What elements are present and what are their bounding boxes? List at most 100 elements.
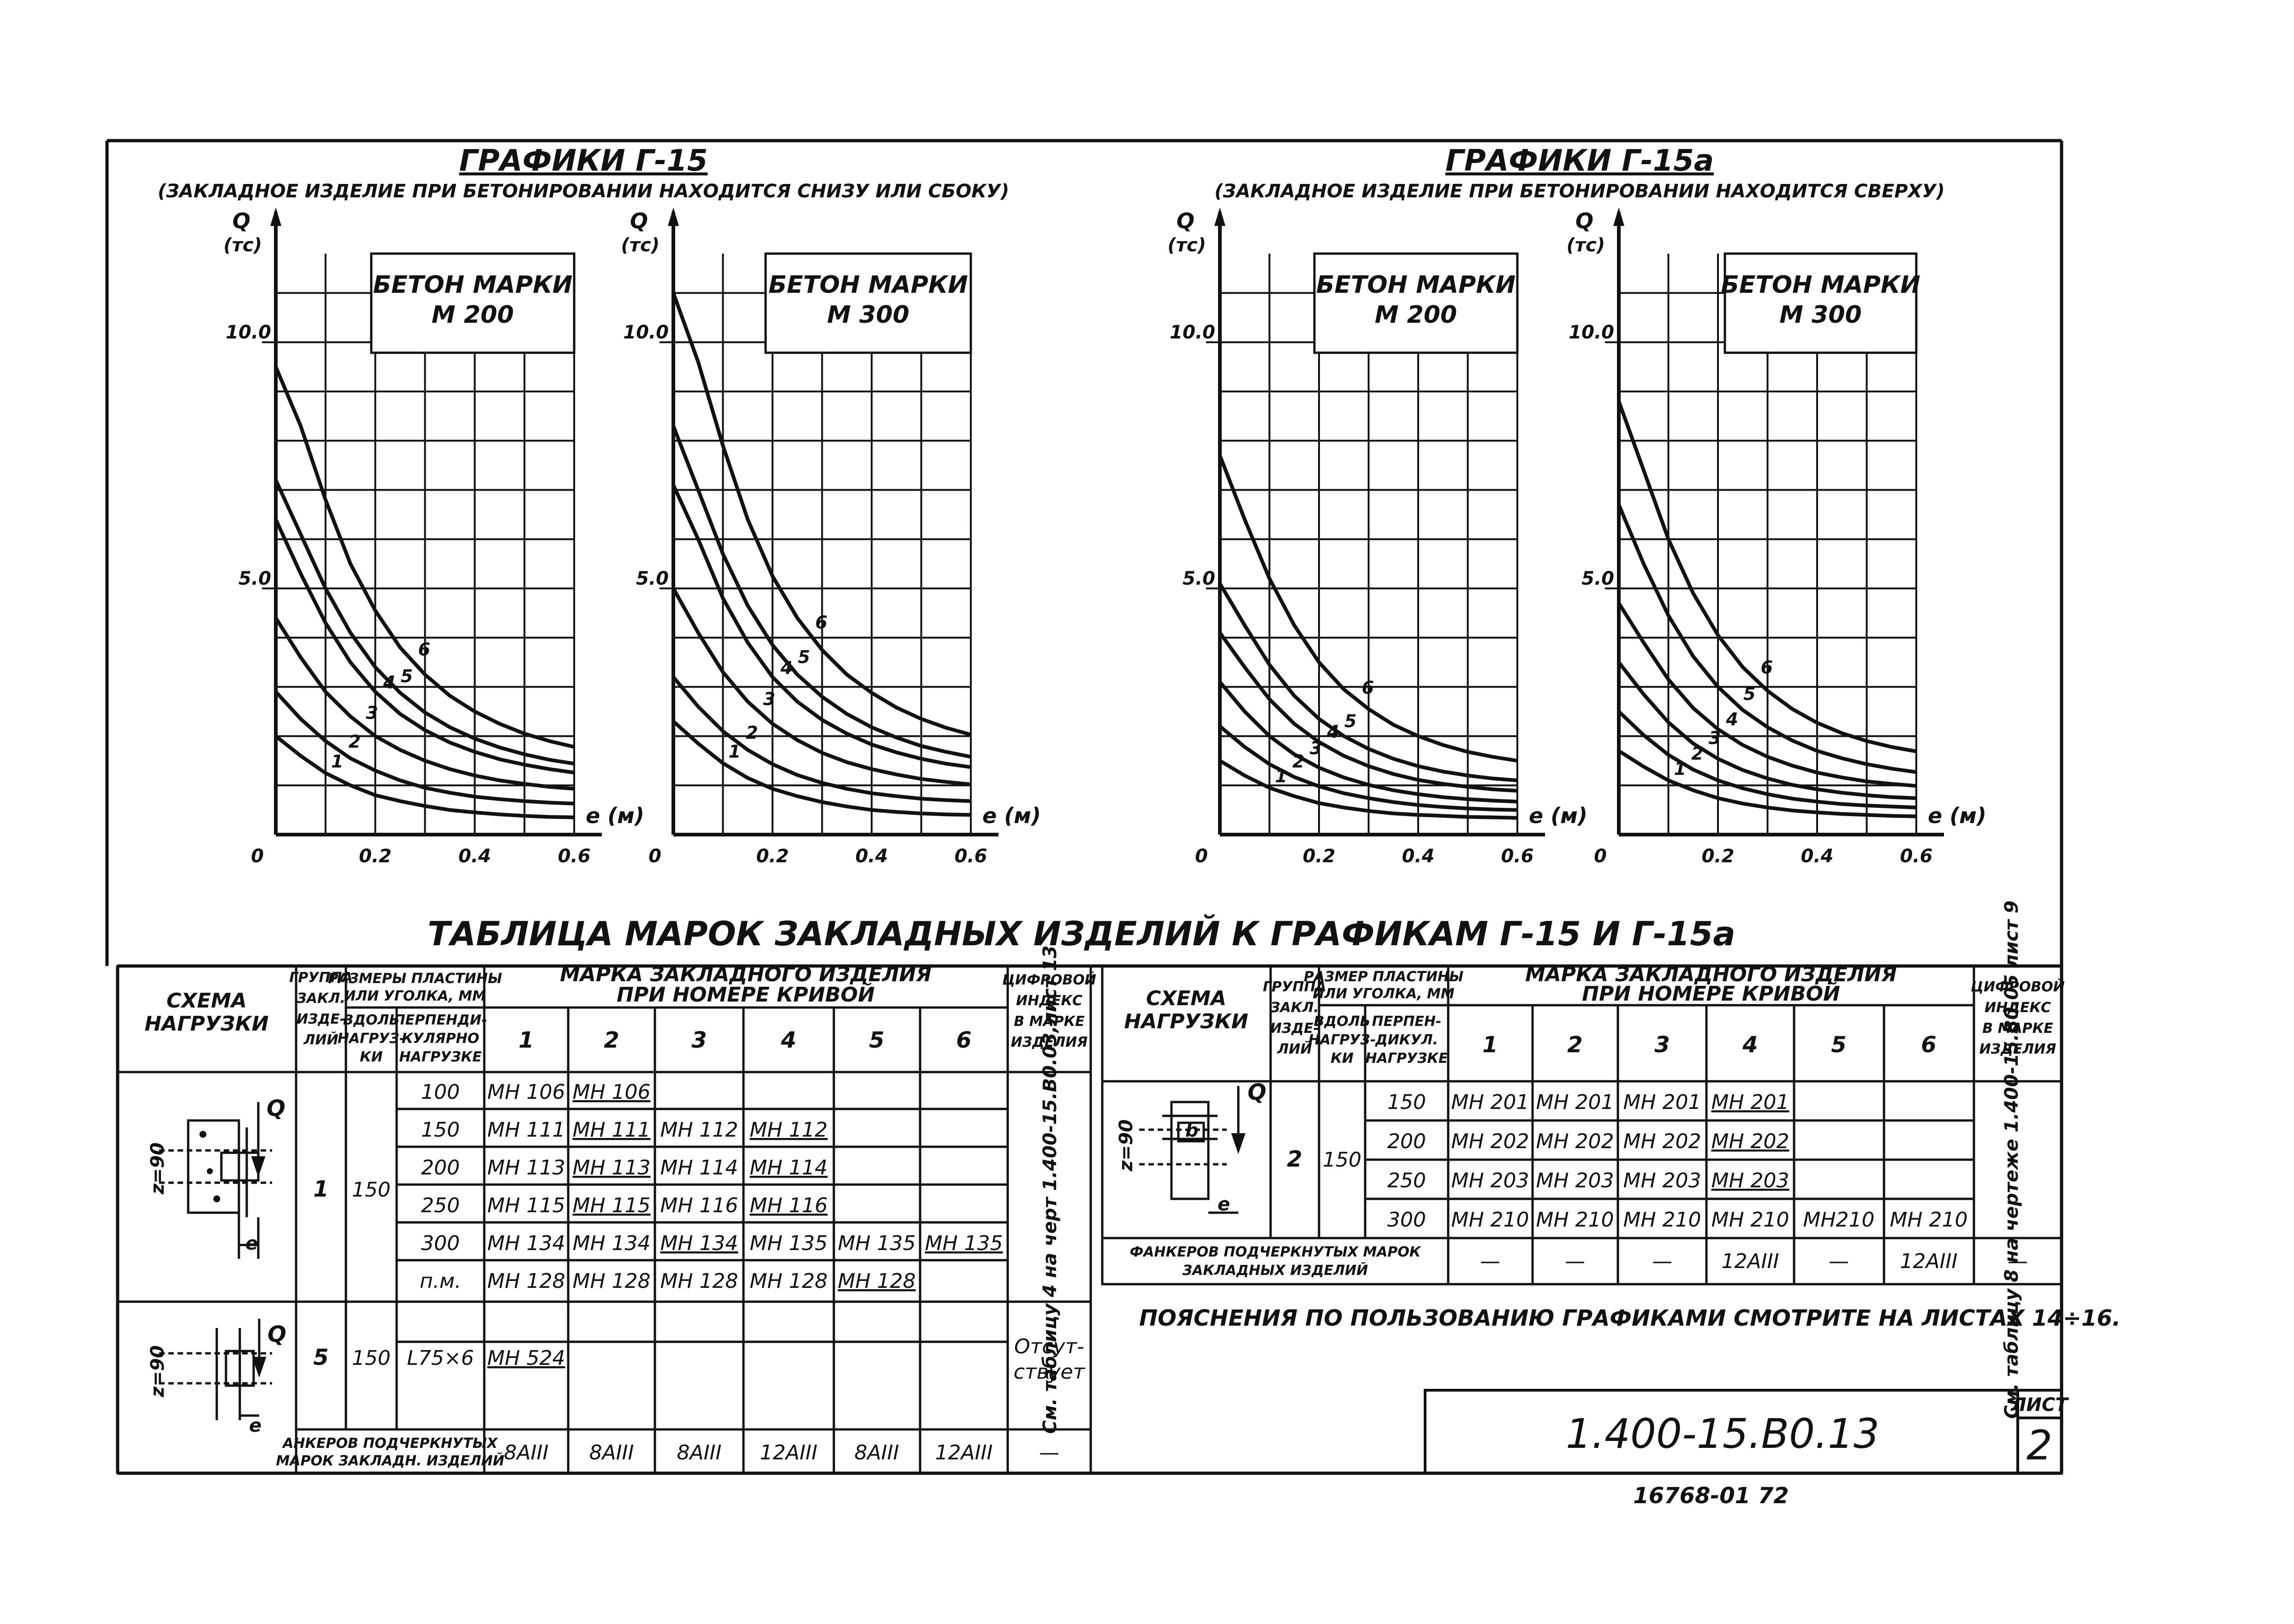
x-tick-label: 0.4 — [1801, 846, 1834, 867]
h-index-l1: ЦИФРОВОЙ — [1002, 972, 1096, 988]
y-axis-unit: (тс) — [1567, 235, 1605, 256]
r-h-index-l4: ИЗДЕЛИЯ — [1979, 1041, 2056, 1057]
h-index-l2: ИНДЕКС — [1016, 993, 1082, 1009]
x-tick-zero: 0 — [1195, 846, 1208, 867]
curve-label-6: 6 — [1362, 677, 1374, 698]
left-anchor-3: 8АIII — [677, 1441, 721, 1464]
curve-4 — [672, 484, 971, 769]
h-group-l4: ЛИЙ — [303, 1031, 338, 1048]
r-anchor-4: 12АIII — [1721, 1250, 1779, 1273]
legend-box — [764, 252, 972, 354]
r-perp-size: 300 — [1387, 1208, 1426, 1232]
x-axis-label: е (м) — [586, 803, 644, 828]
curve-6 — [672, 292, 972, 737]
r-group-along: 150 — [1323, 1148, 1361, 1172]
r-mark-cell: МН 203 — [1536, 1169, 1614, 1192]
curve-5 — [274, 479, 575, 766]
y-tick-label: 5.0 — [238, 568, 271, 589]
legend-box — [1723, 252, 1918, 354]
legend-title-l1: БЕТОН МАРКИ — [768, 271, 968, 299]
curve-label-2: 2 — [746, 723, 758, 743]
r-h-along-l1: ВДОЛЬ — [1314, 1014, 1371, 1030]
legend-title-l2: М 300 — [827, 301, 909, 329]
r-group-index: См. таблицу 8 на чертеже 1.400-15.В0.05 … — [2001, 901, 2022, 1419]
r-h-along-l3: КИ — [1331, 1050, 1354, 1067]
curve-label-5: 5 — [798, 647, 810, 667]
mark-cell: МН 112 — [660, 1118, 738, 1142]
curve-3 — [274, 617, 575, 791]
group5-along: 150 — [352, 1346, 391, 1370]
perp-size: 250 — [421, 1194, 460, 1217]
h-index-l3: В МАРКЕ — [1014, 1014, 1085, 1030]
left-anchor-index: — — [1039, 1441, 1059, 1464]
legend-title-l1: БЕТОН МАРКИ — [373, 271, 573, 299]
h-mark-l1: МАРКА ЗАКЛАДНОГО ИЗДЕЛИЯ — [560, 963, 932, 986]
r-anchor-5: — — [1829, 1250, 1849, 1273]
h-sizes-l2: ИЛИ УГОЛКА, ММ — [344, 988, 486, 1004]
curve-1 — [1218, 759, 1518, 820]
r-h-perp-l3: НАГРУЗКЕ — [1366, 1050, 1448, 1067]
curve-4 — [274, 518, 575, 775]
left-graphs-subtitle: (ЗАКЛАДНОЕ ИЗДЕЛИЕ ПРИ БЕТОНИРОВАНИИ НАХ… — [158, 181, 1009, 202]
left-anchors-label-l1: АНКЕРОВ ПОДЧЕРКНУТЫХ — [282, 1435, 499, 1452]
y-tick-label: 5.0 — [1581, 568, 1614, 589]
mark-cell: МН 116 — [749, 1194, 827, 1217]
r-perp-size: 200 — [1387, 1130, 1426, 1153]
x-tick-label: 0.6 — [955, 846, 987, 867]
r-anchor-3: — — [1652, 1250, 1672, 1273]
perp-size: 300 — [421, 1232, 460, 1255]
curve-label-4: 4 — [1725, 709, 1738, 729]
curve-label-6: 6 — [418, 640, 430, 660]
x-axis-label: е (м) — [1928, 803, 1986, 828]
group5-index-l1: Отсут- — [1014, 1335, 1084, 1358]
drawing-code: 1.400-15.В0.13 — [1566, 1410, 1879, 1458]
x-axis-label: е (м) — [982, 803, 1041, 828]
left-marks-table — [116, 965, 1092, 1475]
group1-e-label: e — [245, 1233, 258, 1254]
x-tick-label: 0.4 — [1402, 846, 1435, 867]
r-mark-cell: МН210 — [1803, 1208, 1874, 1232]
left-table-header: СХЕМА НАГРУЗКИ ГРУППА ЗАКЛ. ИЗДЕ- ЛИЙ РА… — [144, 963, 1096, 1065]
curve-4 — [1218, 631, 1518, 793]
y-axis-arrow — [668, 207, 679, 226]
curve-6 — [1218, 455, 1518, 763]
mark-cell: МН 111 — [572, 1118, 650, 1142]
left-anchor-6: 12АIII — [935, 1441, 992, 1464]
mark-cell: МН 114 — [749, 1156, 827, 1179]
curve-3 — [1218, 681, 1518, 804]
x-tick-label: 0.6 — [1900, 846, 1933, 867]
load-scheme-group2 — [1139, 1086, 1246, 1214]
r-mark-cell: МН 201 — [1623, 1091, 1701, 1114]
left-graphs-title: ГРАФИКИ Г-15 — [459, 144, 708, 178]
legend-box — [370, 252, 576, 354]
y-axis-unit: (тс) — [621, 235, 660, 256]
r-h-group-l4: ЛИЙ — [1277, 1041, 1312, 1057]
r-mark-cell: МН 210 — [1536, 1208, 1614, 1232]
y-tick-label: 10.0 — [1170, 322, 1215, 343]
y-tick-label: 5.0 — [636, 568, 669, 589]
curve-5 — [1218, 582, 1518, 782]
right-table-header: СХЕМА НАГРУЗКИ ГРУППА ЗАКЛ. ИЗДЕ- ЛИЙ РА… — [1124, 963, 2064, 1067]
r-h-perp-l1: ПЕРПЕН- — [1372, 1014, 1442, 1030]
sheet-number: 2 — [2027, 1422, 2052, 1469]
h-group-l3: ИЗДЕ- — [297, 1011, 345, 1027]
mark-cell: МН 128 — [487, 1269, 565, 1293]
r-mark-cell: МН 202 — [1623, 1130, 1701, 1153]
r-anchor-2: — — [1565, 1250, 1585, 1273]
curve-1 — [672, 720, 971, 817]
curve-2 — [1617, 710, 1917, 810]
r-mark-cell: МН 202 — [1711, 1130, 1789, 1153]
r-h-perp-l2: ДИКУЛ. — [1375, 1032, 1438, 1048]
y-axis-q: Q — [1177, 208, 1195, 233]
r-anchors-label-l2: ЗАКЛАДНЫХ ИЗДЕЛИЙ — [1182, 1262, 1368, 1279]
x-tick-zero: 0 — [1594, 846, 1607, 867]
r-mark-cell: МН 201 — [1536, 1091, 1614, 1114]
r-perp-size: 150 — [1387, 1091, 1426, 1114]
r-h-group-l3: ИЗДЕ- — [1270, 1020, 1319, 1037]
h-group-l2: ЗАКЛ. — [296, 990, 345, 1007]
h-mark-l2: ПРИ НОМЕРЕ КРИВОЙ — [617, 982, 875, 1007]
curve-label-3: 3 — [366, 703, 378, 723]
curve-3 — [672, 587, 971, 787]
r-h-sizes-l2: ИЛИ УГОЛКА, ММ — [1313, 986, 1455, 1002]
h-perp-l1: ПЕРПЕНДИ- — [394, 1012, 487, 1028]
